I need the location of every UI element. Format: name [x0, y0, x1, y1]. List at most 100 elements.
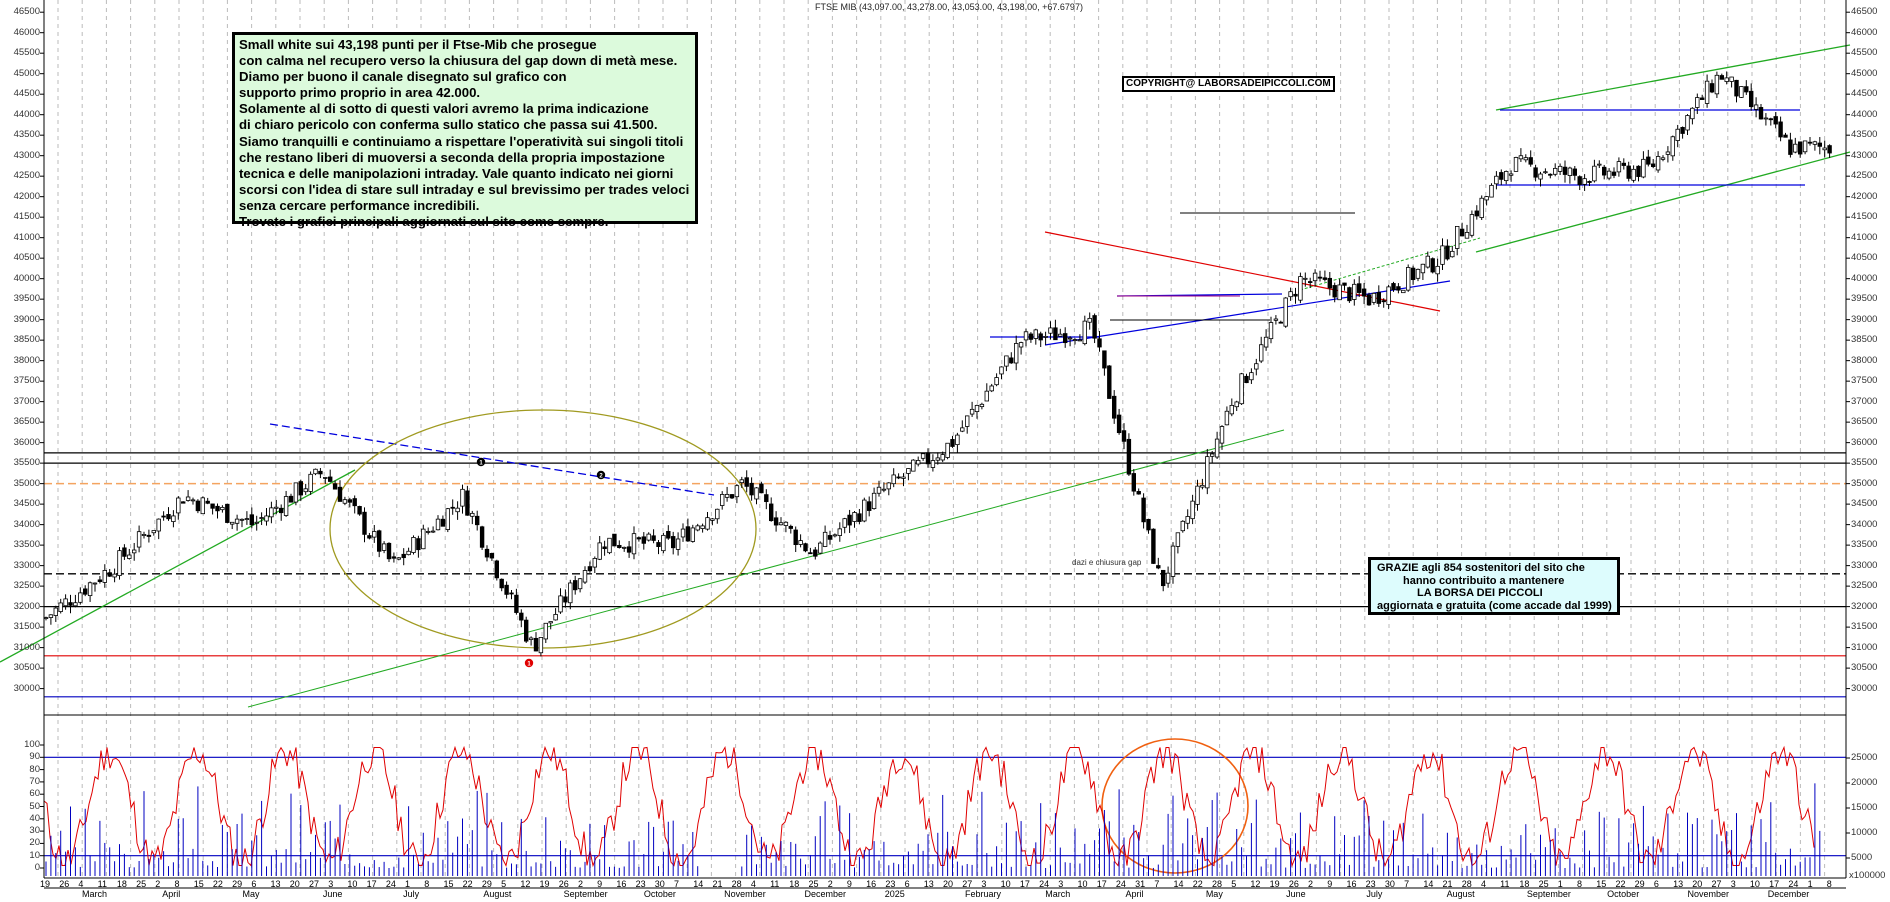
x-day-tick: 17	[1096, 879, 1107, 889]
x-day-tick: 23	[635, 879, 646, 889]
axis-tick-label: 40500	[13, 252, 40, 264]
dazi-annotation: dazi e chiusura gap	[1072, 558, 1142, 567]
axis-tick-label: 41000	[13, 231, 40, 243]
axis-tick-label: 37000	[1851, 395, 1878, 407]
x-day-tick: 3	[328, 879, 334, 889]
x-day-tick: 3	[981, 879, 987, 889]
x-day-tick: 2	[1308, 879, 1314, 889]
grazie-line: GRAZIE agli 854 sostenitori del sito che	[1377, 562, 1585, 574]
x-day-tick: 2	[155, 879, 161, 889]
axis-tick-label: 31500	[13, 621, 40, 633]
x-day-tick: 23	[1365, 879, 1376, 889]
note-line: senza cercare performance incredibili.	[239, 197, 480, 213]
x-month-label: May	[242, 889, 260, 899]
x-day-tick: 14	[1423, 879, 1434, 889]
axis-tick-label: 38500	[13, 334, 40, 346]
axis-tick-label: 80	[29, 763, 40, 775]
x-day-tick: 26	[558, 879, 569, 889]
x-day-tick: 6	[904, 879, 910, 889]
x-day-tick: 21	[1442, 879, 1453, 889]
x-day-tick: 7	[1154, 879, 1160, 889]
x-day-tick: 28	[731, 879, 742, 889]
axis-tick-label: 46000	[1851, 26, 1878, 38]
x-day-tick: 24	[385, 879, 396, 889]
x-day-tick: 5	[1231, 879, 1237, 889]
axis-tick-label: 5000	[1851, 852, 1873, 863]
axis-tick-label: 46500	[13, 6, 40, 18]
axis-tick-label: 37500	[13, 375, 40, 387]
axis-tick-label: 43500	[13, 129, 40, 141]
x-day-tick: 17	[1769, 879, 1780, 889]
x-day-tick: 18	[789, 879, 800, 889]
x-day-tick: 4	[1480, 879, 1486, 889]
axis-tick-label: 31000	[1851, 641, 1878, 653]
axis-tick-label: 46500	[1851, 6, 1878, 18]
candlestick-series	[43, 71, 1832, 657]
x-day-tick: 20	[1692, 879, 1703, 889]
axis-tick-label: 32500	[1851, 580, 1878, 592]
x-day-tick: 10	[1000, 879, 1011, 889]
x-month-label: February	[965, 889, 1002, 899]
axis-tick-label: 45000	[13, 67, 40, 79]
x-day-tick: 7	[1404, 879, 1410, 889]
axis-tick-label: 42000	[1851, 190, 1878, 202]
x-day-tick: 3	[1730, 879, 1736, 889]
x-day-tick: 9	[846, 879, 852, 889]
x-day-tick: 25	[808, 879, 819, 889]
grazie-line: hanno contribuito a mantenere	[1403, 574, 1565, 587]
x-day-tick: 14	[693, 879, 704, 889]
svg-text:1: 1	[479, 460, 483, 466]
horizontal-levels	[44, 452, 1846, 857]
x-month-label: September	[563, 889, 608, 899]
x-day-tick: 3	[1058, 879, 1064, 889]
x-day-tick: 12	[520, 879, 531, 889]
x-month-label: March	[82, 889, 108, 899]
x-day-tick: 26	[59, 879, 70, 889]
axis-tick-label: 37000	[13, 395, 40, 407]
grazie-line: aggiornata e gratuita (come accade dal 1…	[1377, 599, 1612, 612]
x-day-tick: 20	[943, 879, 954, 889]
axis-tick-label: 36500	[1851, 416, 1878, 428]
x-day-tick: 18	[1519, 879, 1530, 889]
x-day-tick: 17	[1019, 879, 1030, 889]
x-day-tick: 1	[1807, 879, 1813, 889]
x-day-tick: 7	[674, 879, 680, 889]
x-day-tick: 8	[1577, 879, 1583, 889]
x-day-tick: 21	[712, 879, 723, 889]
x-month-label: June	[322, 889, 343, 899]
x-day-tick: 15	[193, 879, 204, 889]
axis-tick-label: 36000	[13, 436, 40, 448]
axis-tick-label: 44500	[1851, 88, 1878, 100]
x-day-tick: 24	[1115, 879, 1126, 889]
x-day-tick: 1	[1557, 879, 1563, 889]
axis-tick-label: 25000	[1851, 752, 1878, 763]
x-month-label: August	[483, 889, 512, 899]
x-month-label: April	[1125, 889, 1144, 899]
axis-tick-label: 41500	[13, 211, 40, 223]
x-day-tick: 30	[654, 879, 665, 889]
axis-tick-label: 45500	[13, 47, 40, 59]
x-day-tick: 8	[424, 879, 430, 889]
x-month-label: October	[1607, 889, 1640, 899]
x-day-tick: 24	[1039, 879, 1050, 889]
x-day-tick: 13	[1673, 879, 1684, 889]
axis-tick-label: 60	[29, 788, 40, 800]
axis-tick-label: 30500	[1851, 662, 1878, 674]
x-day-tick: 13	[923, 879, 934, 889]
x-day-tick: 11	[97, 879, 107, 889]
axis-tick-label: 41500	[1851, 211, 1878, 223]
x-day-tick: 27	[1711, 879, 1722, 889]
axis-tick-label: 35000	[1851, 477, 1878, 489]
x-day-tick: 6	[251, 879, 257, 889]
x-day-tick: 28	[1461, 879, 1472, 889]
axis-tick-label: 41000	[1851, 231, 1878, 243]
axis-tick-label: 33500	[13, 539, 40, 551]
note-line: Diamo per buono il canale disegnato sul …	[239, 69, 567, 85]
axis-tick-label: 35000	[13, 477, 40, 489]
x-day-tick: 29	[481, 879, 492, 889]
x-day-tick: 19	[40, 879, 51, 889]
axis-tick-label: 45000	[1851, 67, 1878, 79]
x-day-tick: 25	[136, 879, 147, 889]
x-day-tick: 16	[866, 879, 877, 889]
svg-text:2: 2	[599, 473, 603, 479]
